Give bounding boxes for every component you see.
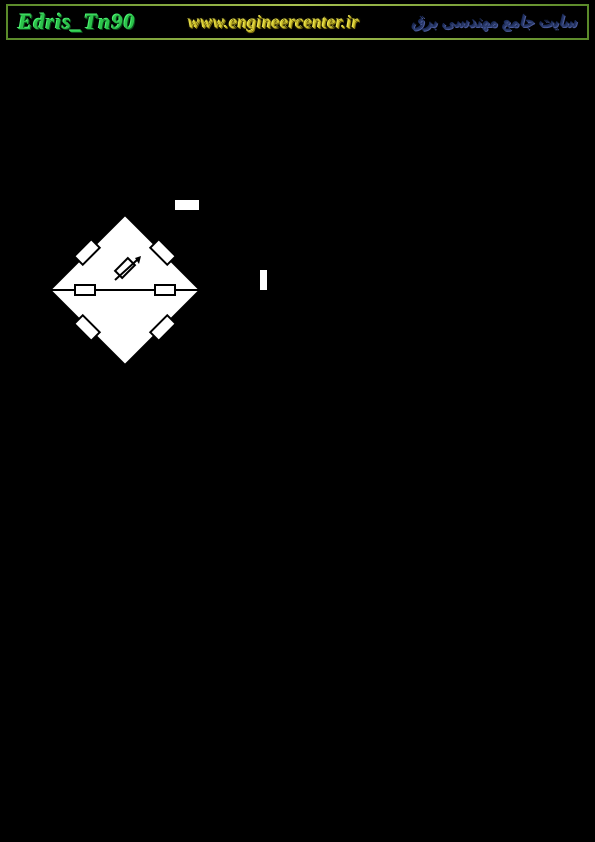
logo-left: Edris_Tn90 <box>18 9 136 35</box>
resistor-center-right <box>155 285 175 295</box>
url-center: www.engineercenter.ir <box>188 12 359 33</box>
site-title-right: سایت جامع مهندسی برق <box>412 12 577 32</box>
block-top <box>175 200 199 210</box>
resistor-center-left <box>75 285 95 295</box>
page-header: Edris_Tn90 www.engineercenter.ir سایت جا… <box>6 4 589 40</box>
circuit-diagram <box>45 210 275 390</box>
diamond-circuit-svg <box>45 210 225 370</box>
block-side <box>260 270 267 290</box>
